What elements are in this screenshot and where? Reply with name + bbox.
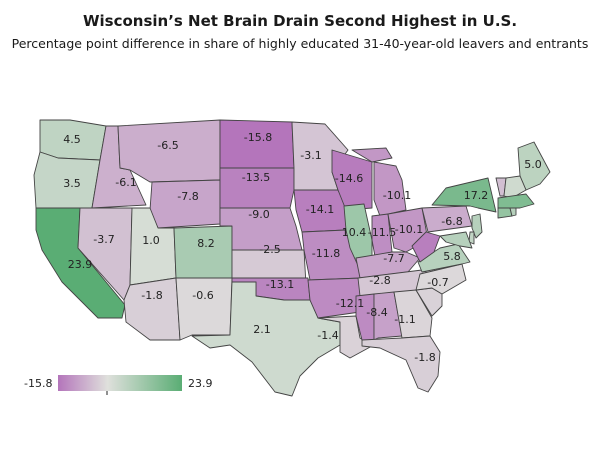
- state-wy[interactable]: [149, 179, 221, 229]
- state-label-al: -8.4: [366, 306, 387, 319]
- state-label-ut: 1.0: [142, 234, 160, 247]
- state-label-wa: 4.5: [63, 133, 81, 146]
- chart-subtitle: Percentage point difference in share of …: [11, 36, 589, 51]
- state-ct[interactable]: [497, 207, 513, 219]
- state-label-ny: 17.2: [464, 189, 489, 202]
- state-label-nm: -0.6: [192, 289, 213, 302]
- state-label-tx: 2.1: [253, 323, 271, 336]
- state-va[interactable]: [417, 243, 471, 273]
- state-ny[interactable]: [431, 177, 497, 213]
- state-label-mi: -10.1: [383, 189, 411, 202]
- color-legend: [58, 375, 182, 395]
- chart-title: Wisconsin’s Net Brain Drain Second Highe…: [82, 12, 518, 30]
- state-nh[interactable]: [503, 175, 527, 199]
- state-label-nd: -15.8: [244, 131, 272, 144]
- state-ar[interactable]: [307, 277, 363, 319]
- state-label-ne: -9.0: [248, 208, 269, 221]
- state-label-wi: -14.6: [335, 172, 363, 185]
- state-label-sd: -13.5: [242, 171, 270, 184]
- state-label-nv: -3.7: [93, 233, 114, 246]
- state-label-oh: -10.1: [395, 223, 423, 236]
- state-ri[interactable]: [509, 207, 517, 217]
- state-label-ms: -12.1: [336, 297, 364, 310]
- state-label-ca: 23.9: [68, 258, 93, 271]
- state-label-la: -1.4: [317, 329, 338, 342]
- state-tx[interactable]: [191, 281, 341, 397]
- state-az[interactable]: [123, 277, 181, 341]
- state-label-ok: -13.1: [266, 278, 294, 291]
- state-label-va: 5.8: [443, 250, 461, 263]
- state-label-co: 8.2: [197, 237, 215, 250]
- legend-gradient-bar: [58, 375, 182, 391]
- legend-max-label: 23.9: [188, 377, 213, 390]
- state-label-fl: -1.8: [414, 351, 435, 364]
- state-fl[interactable]: [361, 335, 441, 393]
- state-mi[interactable]: [351, 147, 407, 217]
- state-nm[interactable]: [175, 277, 233, 341]
- state-label-ga: -1.1: [394, 313, 415, 326]
- state-ma[interactable]: [497, 193, 535, 209]
- state-label-il: 10.4: [342, 226, 367, 239]
- state-label-tn: -2.8: [369, 274, 390, 287]
- state-label-id: -6.1: [115, 176, 136, 189]
- state-label-ks: -2.5: [259, 243, 280, 256]
- state-label-pa: -6.8: [441, 215, 462, 228]
- state-label-mt: -6.5: [157, 139, 178, 152]
- state-label-wy: -7.8: [177, 190, 198, 203]
- state-label-ia: -14.1: [306, 203, 334, 216]
- state-de[interactable]: [468, 231, 475, 245]
- state-wv[interactable]: [411, 231, 441, 263]
- state-label-nc: -0.7: [427, 276, 448, 289]
- state-sd[interactable]: [219, 167, 295, 209]
- state-co[interactable]: [173, 225, 233, 279]
- state-label-mo: -11.8: [312, 247, 340, 260]
- state-label-ky: -7.7: [383, 252, 404, 265]
- state-label-or: 3.5: [63, 177, 81, 190]
- state-ga[interactable]: [393, 289, 433, 339]
- state-label-me: 5.0: [524, 158, 542, 171]
- states-layer: [33, 119, 551, 397]
- state-al[interactable]: [373, 291, 403, 341]
- state-label-in: -11.5: [368, 226, 396, 239]
- state-label-mn: -3.1: [300, 149, 321, 162]
- state-labels-layer: 4.5 3.5 23.9-3.7 -6.1 -6.5 -7.8 1.0 -1.8 -0.6 8.2…: [63, 131, 542, 364]
- state-label-az: -1.8: [141, 289, 162, 302]
- state-nj[interactable]: [471, 213, 483, 239]
- legend-min-label: -15.8: [24, 377, 53, 390]
- state-nd[interactable]: [219, 119, 295, 169]
- state-md[interactable]: [439, 231, 473, 249]
